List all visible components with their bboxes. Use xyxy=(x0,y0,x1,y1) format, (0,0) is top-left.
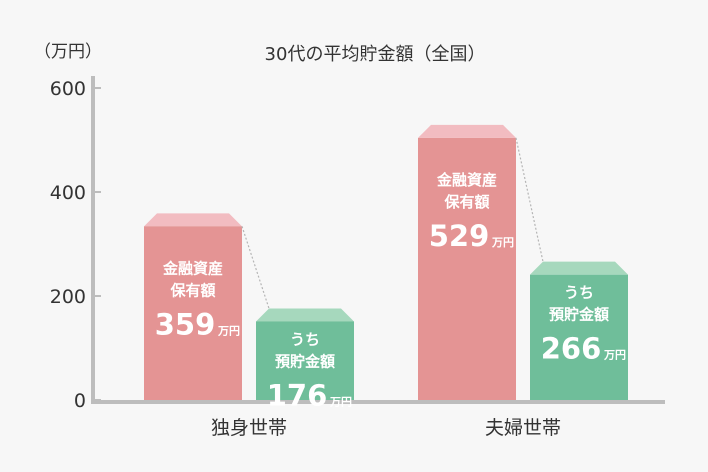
bar-value-label: 359 xyxy=(155,307,216,341)
y-tick-label: 400 xyxy=(50,182,86,204)
chart-title: 30代の平均貯金額（全国） xyxy=(265,44,486,65)
bar-connector-line xyxy=(241,226,270,309)
bar-value-label: 266 xyxy=(541,332,602,366)
bar-value-unit: 万円 xyxy=(603,349,626,362)
bar-label-text: うち xyxy=(564,284,594,302)
bar-top-face xyxy=(144,213,242,227)
bar-savings xyxy=(256,321,354,400)
y-tick-label: 0 xyxy=(74,390,86,412)
bar-label-text: 金融資産 xyxy=(436,171,497,189)
y-tick-label: 200 xyxy=(50,286,86,308)
bar-connector-line xyxy=(515,137,544,262)
bar-value-unit: 万円 xyxy=(491,236,514,249)
x-category-label: 独身世帯 xyxy=(211,417,287,439)
bar-label-text: 保有額 xyxy=(169,281,215,299)
bar-top-face xyxy=(256,308,354,322)
bar-label-text: 金融資産 xyxy=(162,259,223,277)
bar-value-label: 176 xyxy=(267,378,328,412)
bar-label-text: 預貯金額 xyxy=(275,352,335,370)
bar-value-unit: 万円 xyxy=(217,324,240,337)
bar-value-unit: 万円 xyxy=(329,395,352,408)
bar-value-label: 529 xyxy=(429,219,490,253)
y-unit-label: （万円） xyxy=(34,42,102,62)
bar-top-face xyxy=(418,124,516,138)
bar-savings xyxy=(530,274,628,400)
bar-label-text: うち xyxy=(290,330,320,348)
bar-label-text: 預貯金額 xyxy=(549,306,609,324)
y-tick-label: 600 xyxy=(50,78,86,100)
bar-financial-assets xyxy=(418,137,516,401)
bar-top-face xyxy=(530,261,628,275)
bar-label-text: 保有額 xyxy=(443,193,489,211)
bar-financial-assets xyxy=(144,226,242,400)
x-category-label: 夫婦世帯 xyxy=(485,417,561,439)
